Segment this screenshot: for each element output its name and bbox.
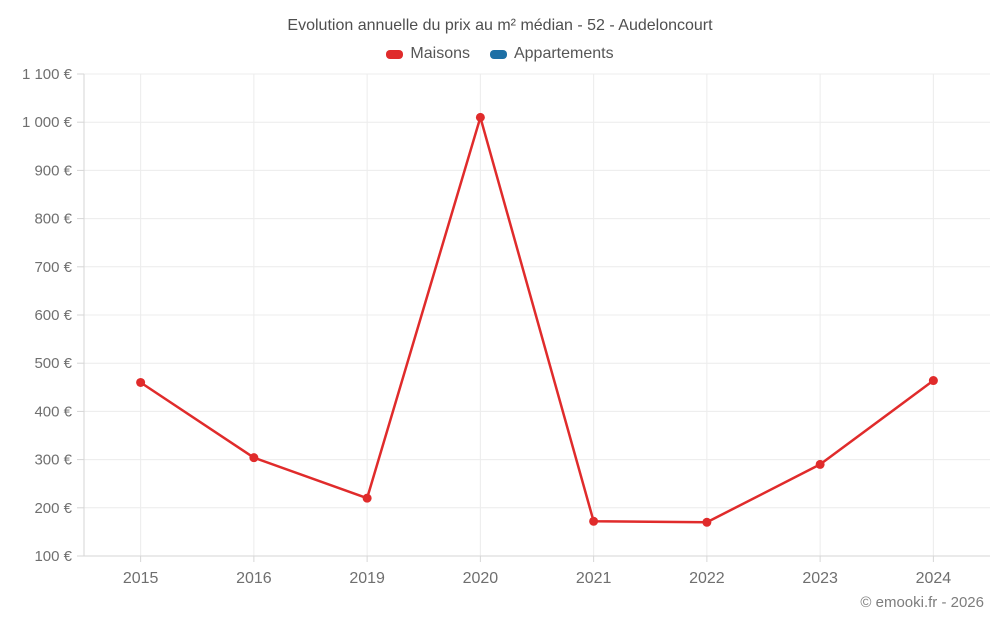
- legend-label-maisons: Maisons: [410, 45, 470, 62]
- copyright: © emooki.fr - 2026: [860, 594, 984, 611]
- legend-label-appartements: Appartements: [513, 45, 614, 62]
- x-tick-label: 2019: [349, 570, 385, 587]
- y-tick-label: 900 €: [34, 162, 72, 179]
- y-tick-label: 400 €: [34, 403, 72, 420]
- data-point-maisons[interactable]: [589, 516, 599, 526]
- legend-swatch-appartements-icon: [489, 49, 507, 59]
- data-point-maisons[interactable]: [249, 453, 259, 463]
- chart-title: Evolution annuelle du prix au m² médian …: [287, 17, 713, 34]
- data-point-maisons[interactable]: [475, 112, 485, 122]
- data-point-maisons[interactable]: [362, 493, 372, 503]
- series-line-maisons: [139, 116, 935, 524]
- legend-item-maisons[interactable]: Maisons: [386, 45, 470, 63]
- y-tick-label: 600 €: [34, 307, 72, 324]
- y-tick-label: 100 €: [34, 548, 72, 565]
- x-tick-label: 2024: [916, 570, 952, 587]
- y-tick-label: 200 €: [34, 500, 72, 517]
- y-tick-label: 1 000 €: [22, 114, 73, 131]
- chart-legend: Maisons Appartements: [0, 45, 1000, 63]
- legend-item-appartements[interactable]: Appartements: [489, 45, 614, 63]
- x-tick-label: 2015: [123, 570, 159, 587]
- data-point-maisons[interactable]: [702, 517, 712, 527]
- legend-swatch-maisons-icon: [386, 49, 404, 59]
- x-tick-label: 2022: [689, 570, 725, 587]
- y-tick-label: 300 €: [34, 452, 72, 469]
- data-point-maisons[interactable]: [928, 376, 938, 386]
- y-tick-label: 800 €: [34, 211, 72, 228]
- y-tick-label: 500 €: [34, 355, 72, 372]
- y-tick-label: 700 €: [34, 259, 72, 276]
- x-tick-label: 2016: [236, 570, 272, 587]
- x-tick-label: 2020: [463, 570, 499, 587]
- y-tick-label: 1 100 €: [22, 66, 73, 83]
- x-tick-label: 2023: [802, 570, 838, 587]
- x-tick-label: 2021: [576, 570, 612, 587]
- data-point-maisons[interactable]: [815, 459, 825, 469]
- data-point-maisons[interactable]: [136, 377, 146, 387]
